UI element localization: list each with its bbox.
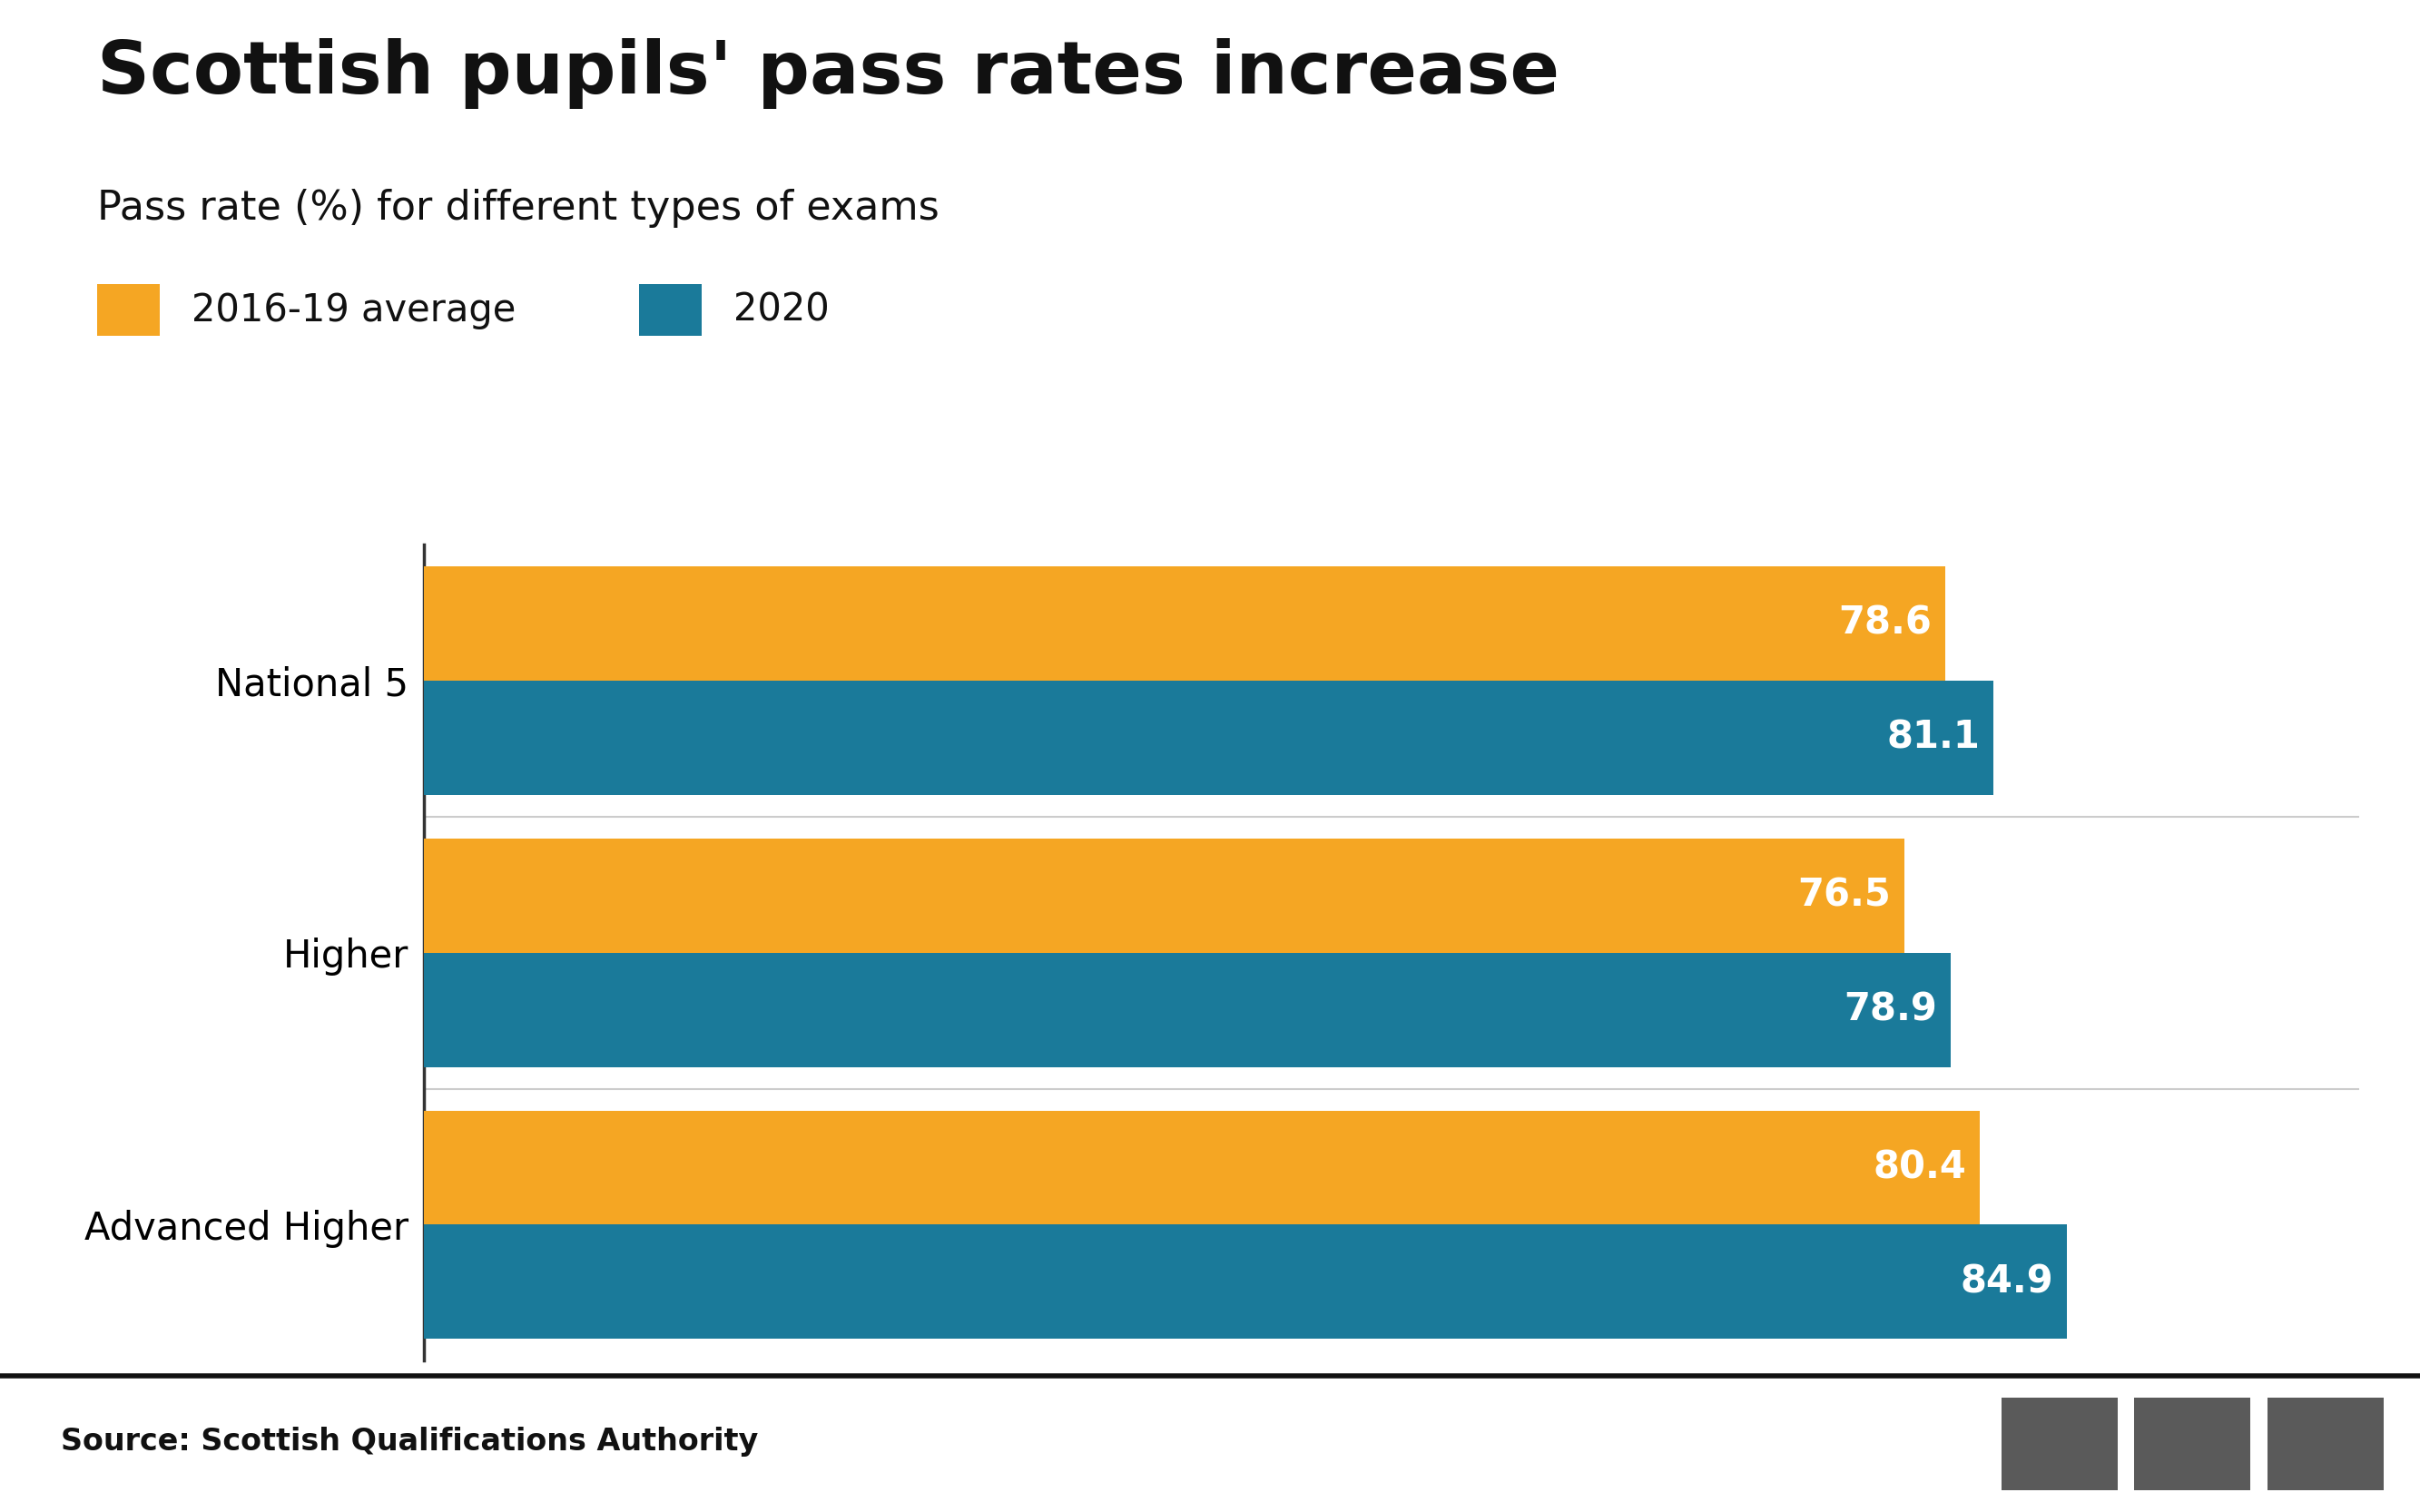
Text: Pass rate (%) for different types of exams: Pass rate (%) for different types of exa… xyxy=(97,189,939,228)
Text: Source: Scottish Qualifications Authority: Source: Scottish Qualifications Authorit… xyxy=(61,1426,757,1456)
FancyBboxPatch shape xyxy=(2134,1397,2251,1491)
Text: C: C xyxy=(2314,1427,2338,1461)
Bar xyxy=(424,1225,2067,1340)
Text: 84.9: 84.9 xyxy=(1960,1263,2055,1300)
Text: 78.6: 78.6 xyxy=(1839,605,1931,643)
Bar xyxy=(424,680,1994,795)
Text: Scottish pupils' pass rates increase: Scottish pupils' pass rates increase xyxy=(97,38,1558,109)
Text: 81.1: 81.1 xyxy=(1888,718,1980,756)
Text: 2016-19 average: 2016-19 average xyxy=(191,290,515,330)
Bar xyxy=(424,565,1946,680)
FancyBboxPatch shape xyxy=(2268,1397,2384,1491)
Text: 80.4: 80.4 xyxy=(1873,1149,1967,1187)
Text: B: B xyxy=(2178,1427,2207,1461)
Bar xyxy=(424,838,1905,953)
Text: 2020: 2020 xyxy=(733,290,830,330)
Bar xyxy=(424,1110,1980,1225)
FancyBboxPatch shape xyxy=(2001,1397,2118,1491)
Bar xyxy=(424,953,1951,1067)
Text: 76.5: 76.5 xyxy=(1798,877,1890,915)
Text: B: B xyxy=(2045,1427,2074,1461)
Text: 78.9: 78.9 xyxy=(1844,990,1938,1028)
